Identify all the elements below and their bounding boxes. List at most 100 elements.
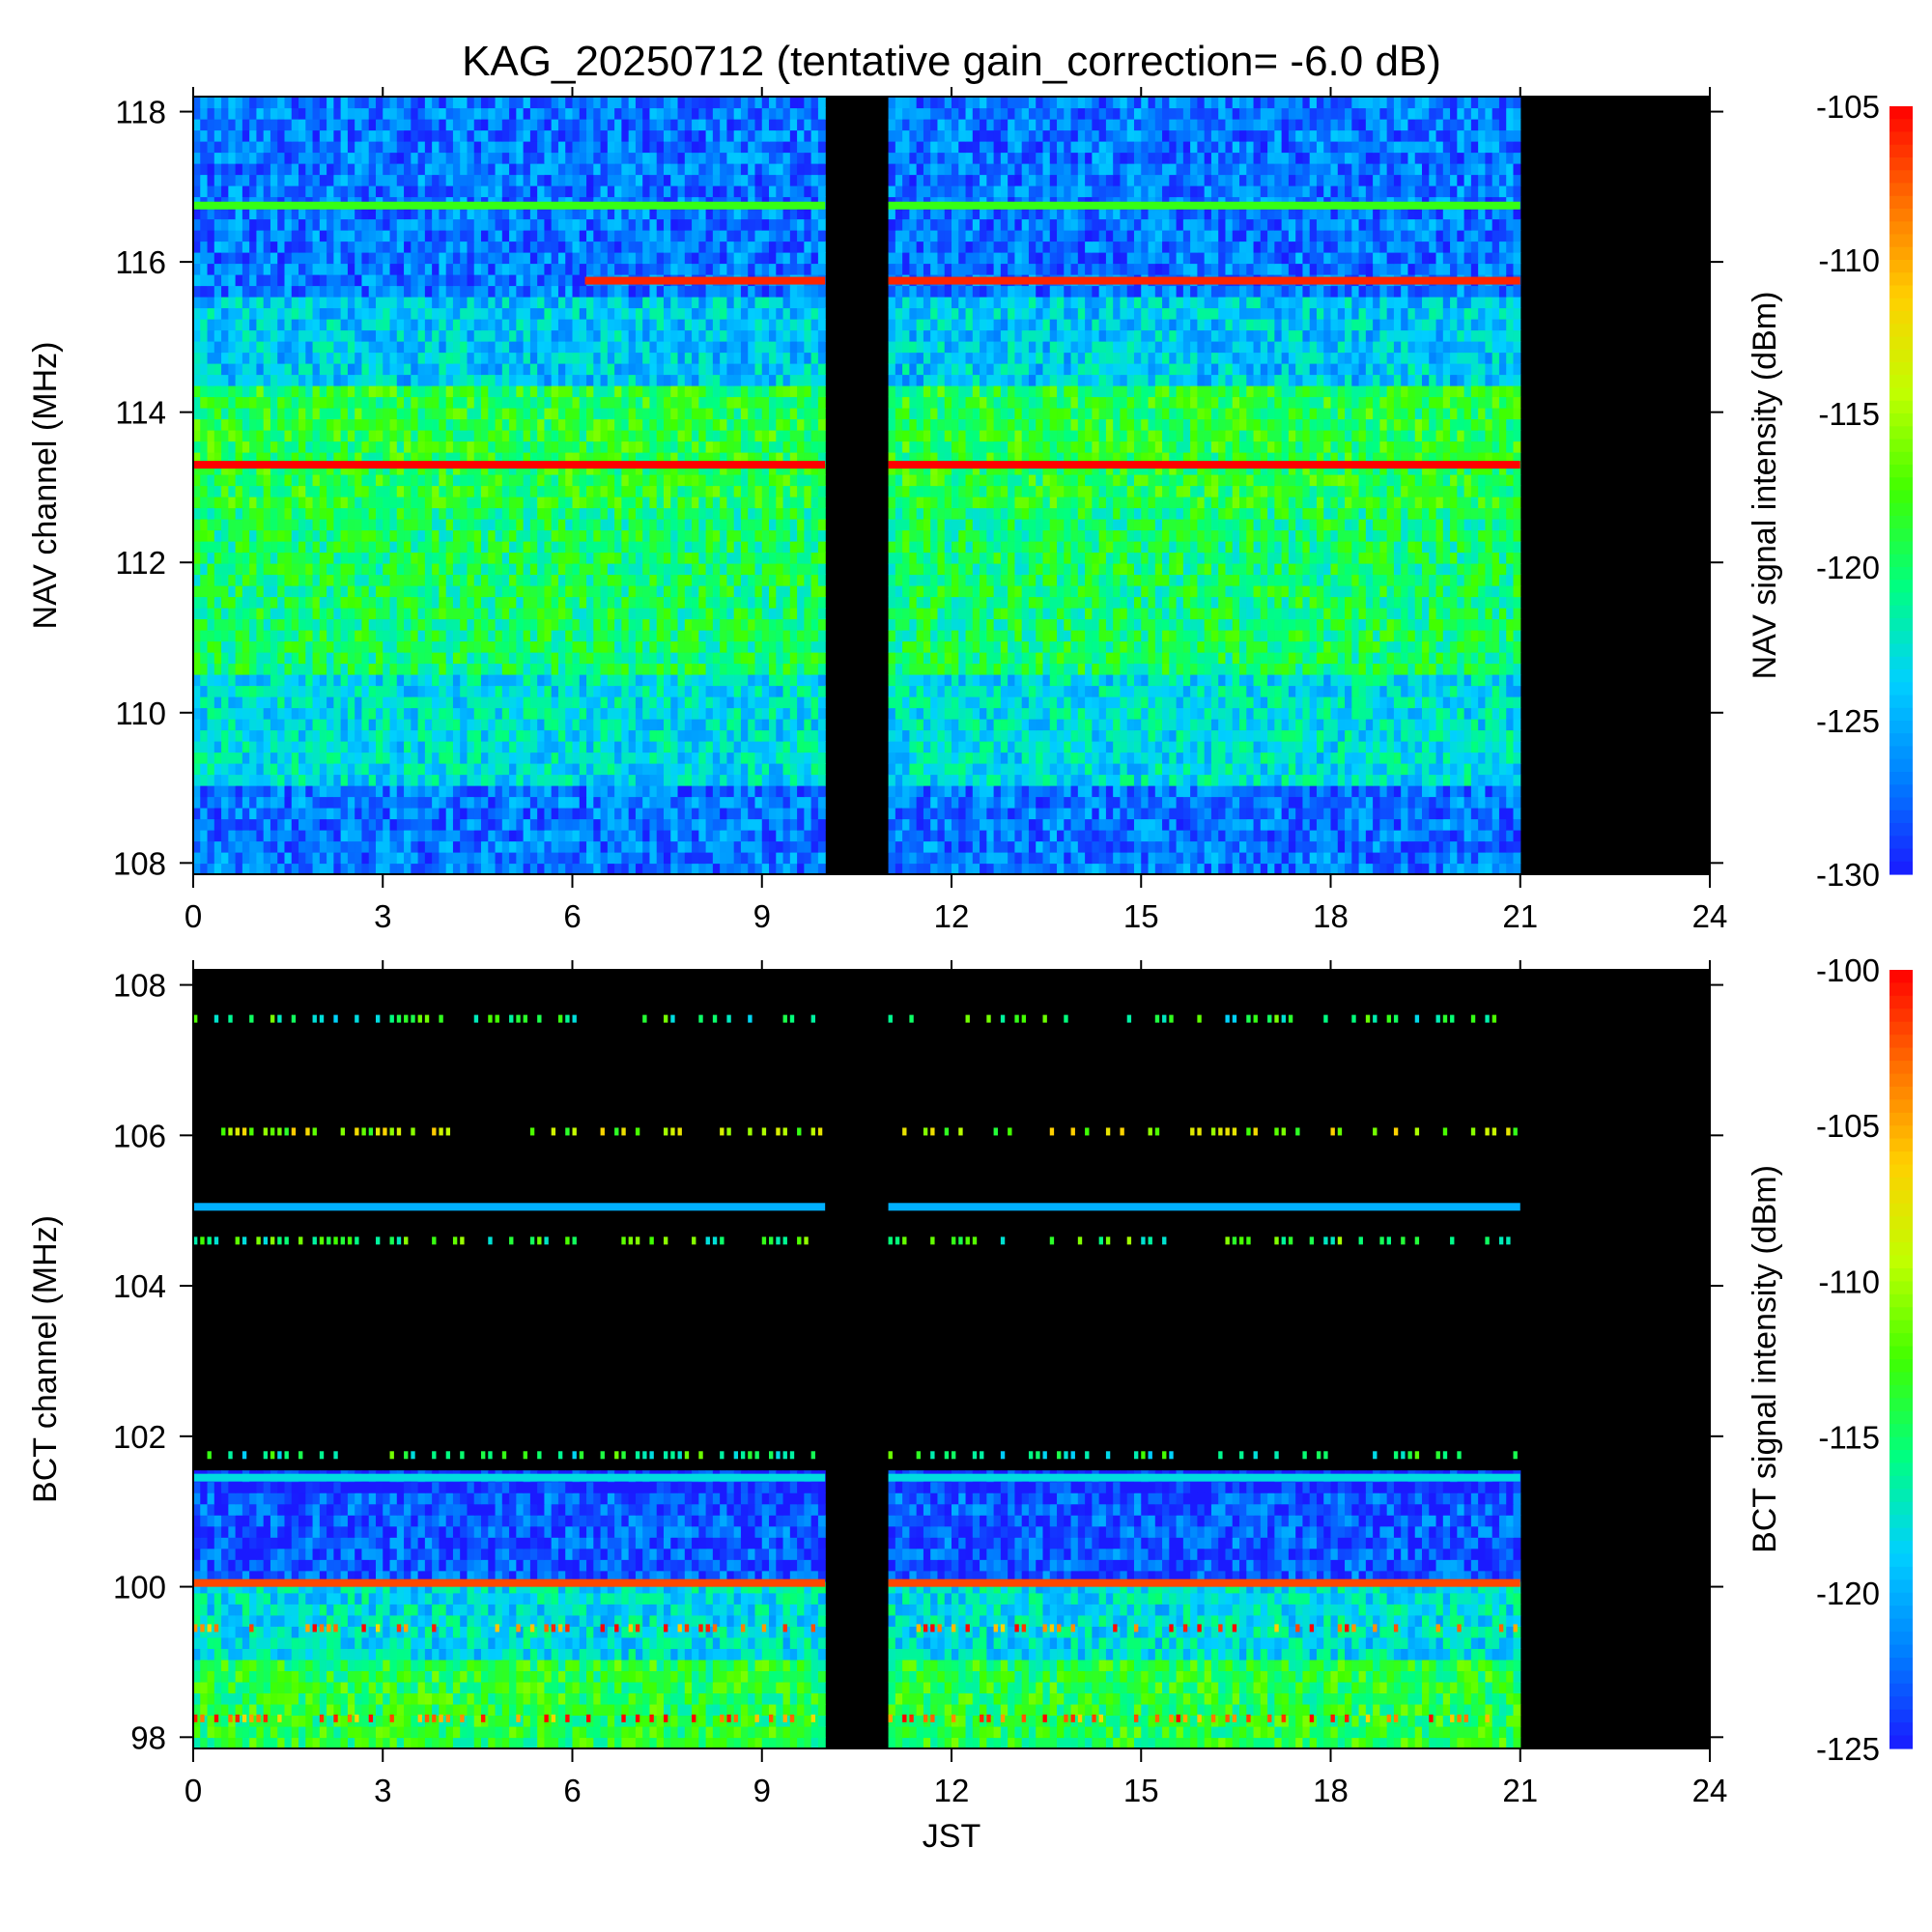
nav-cell	[467, 341, 475, 354]
nav-cell	[383, 796, 391, 809]
nav-cell	[733, 519, 742, 531]
nav-cell	[656, 652, 665, 665]
nav-cell	[614, 363, 622, 376]
nav-cell	[221, 774, 229, 786]
nav-cell	[481, 696, 489, 709]
nav-cell	[424, 497, 433, 509]
nav-cell	[733, 430, 742, 442]
nav-cell	[383, 341, 391, 354]
nav-cell	[460, 729, 469, 742]
nav-cell	[593, 363, 602, 376]
nav-cell	[305, 719, 314, 731]
nav-cell	[705, 363, 714, 376]
nav-cell	[600, 640, 609, 653]
nav-cell	[565, 796, 574, 809]
nav-cell	[698, 541, 707, 554]
nav-cell	[789, 785, 798, 798]
nav-cell	[684, 652, 693, 665]
nav-cell	[663, 630, 671, 642]
nav-cell	[529, 640, 538, 653]
nav-cell	[516, 474, 525, 487]
nav-cell	[207, 852, 215, 865]
nav-cell	[593, 297, 602, 309]
nav-cell	[383, 329, 391, 342]
nav-cell	[298, 574, 306, 586]
nav-cell	[256, 640, 265, 653]
nav-cell	[670, 752, 679, 764]
nav-cell	[327, 352, 334, 364]
nav-cell	[404, 552, 412, 564]
nav-cell	[200, 741, 209, 753]
nav-cell	[754, 808, 763, 820]
nav-cell	[642, 363, 651, 376]
nav-cell	[656, 352, 665, 364]
nav-cell	[432, 374, 440, 386]
nav-cell	[726, 463, 735, 475]
nav-cell	[572, 552, 581, 564]
nav-cell	[411, 719, 419, 731]
nav-cell	[228, 463, 237, 475]
nav-cell	[327, 640, 334, 653]
nav-cell	[200, 630, 209, 642]
nav-cell	[733, 785, 742, 798]
nav-cell	[600, 541, 609, 554]
nav-cell	[327, 485, 334, 497]
nav-cell	[649, 608, 658, 620]
nav-cell	[733, 696, 742, 709]
nav-cell	[692, 618, 699, 631]
nav-cell	[551, 352, 559, 364]
nav-cell	[249, 485, 258, 497]
nav-cell	[677, 452, 686, 465]
nav-cell	[712, 585, 721, 598]
nav-cell	[249, 574, 258, 586]
nav-cell	[782, 796, 791, 809]
nav-cell	[614, 752, 622, 764]
nav-cell	[804, 652, 812, 665]
nav-cell	[256, 507, 265, 520]
nav-cell	[460, 297, 469, 309]
nav-cell	[228, 363, 237, 376]
nav-cell	[396, 696, 405, 709]
nav-cell	[740, 596, 749, 609]
nav-cell	[221, 618, 229, 631]
nav-cell	[705, 796, 714, 809]
nav-cell	[628, 830, 637, 842]
nav-cell	[733, 285, 742, 298]
nav-cell	[817, 529, 826, 542]
nav-cell	[361, 263, 370, 275]
nav-cell	[417, 485, 426, 497]
nav-cell	[649, 463, 658, 475]
nav-cell	[607, 840, 615, 853]
nav-cell	[355, 374, 363, 386]
nav-cell	[782, 497, 791, 509]
nav-cell	[579, 774, 587, 786]
nav-cell	[305, 307, 314, 320]
nav-cell	[621, 719, 630, 731]
nav-cell	[355, 796, 363, 809]
nav-cell	[200, 663, 209, 675]
nav-cell	[495, 585, 503, 598]
nav-cell	[754, 585, 763, 598]
nav-cell	[445, 696, 454, 709]
nav-cell	[193, 741, 201, 753]
nav-cell	[748, 729, 756, 742]
nav-cell	[213, 652, 222, 665]
nav-cell	[614, 663, 622, 675]
nav-cell	[361, 618, 370, 631]
nav-cell	[614, 574, 622, 586]
nav-cell	[481, 274, 489, 287]
nav-cell	[565, 274, 574, 287]
nav-cell	[207, 640, 215, 653]
nav-cell	[776, 285, 784, 298]
nav-cell	[586, 696, 594, 709]
nav-cell	[572, 363, 581, 376]
nav-cell	[614, 630, 622, 642]
nav-cell	[383, 774, 391, 786]
nav-cell	[396, 830, 405, 842]
nav-cell	[628, 319, 637, 331]
nav-cell	[544, 474, 553, 487]
nav-cell	[396, 485, 405, 497]
nav-cell	[565, 652, 574, 665]
nav-cell	[291, 752, 299, 764]
nav-cell	[445, 852, 454, 865]
